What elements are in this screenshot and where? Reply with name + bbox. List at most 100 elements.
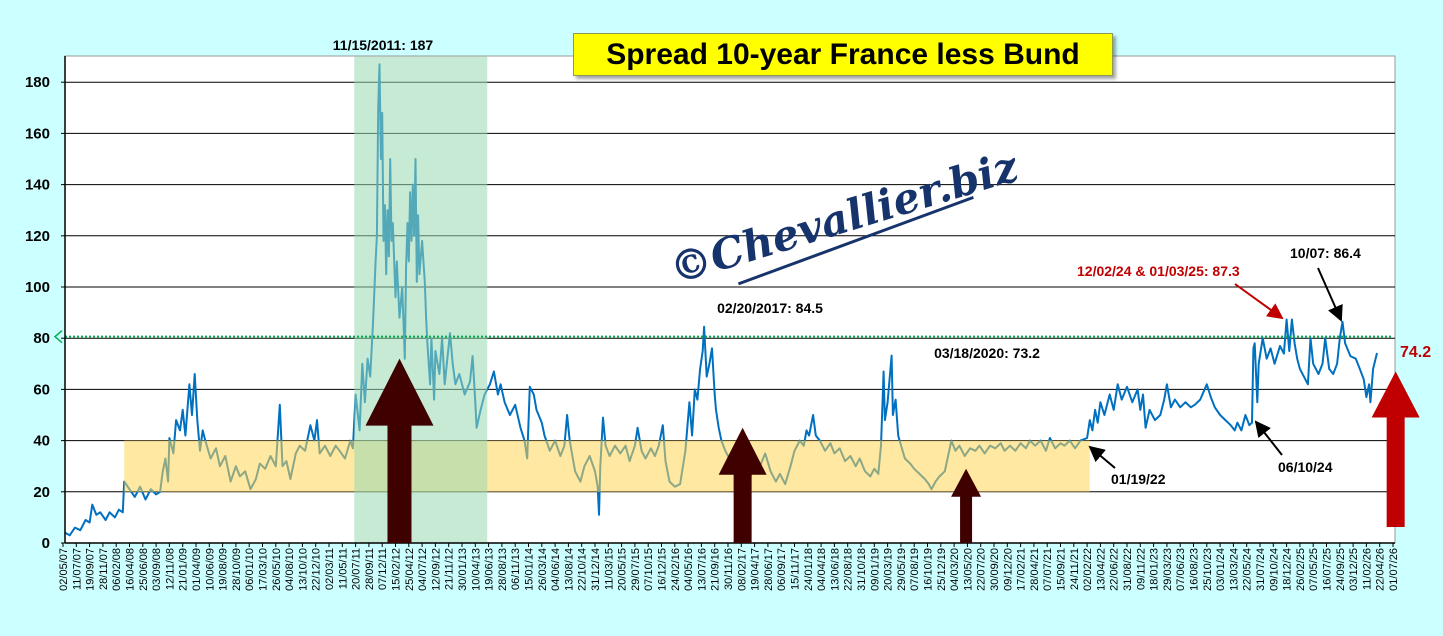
annotation-label: 12/02/24 & 01/03/25: 87.3 [1077,263,1240,279]
x-tick-label: 04/03/20 [949,548,961,591]
x-tick-label: 13/10/10 [297,548,309,591]
x-tick-label: 07/10/15 [643,548,655,591]
x-tick-label: 24/01/18 [803,548,815,591]
x-tick-label: 11/05/11 [337,548,349,589]
x-tick-label: 29/03/23 [1162,548,1174,591]
x-tick-label: 20/07/11 [351,548,363,590]
pointer-arrow-icon [1088,445,1116,469]
x-tick-label: 09/11/22 [1135,548,1147,590]
x-tick-label: 11/07/07 [71,548,83,590]
x-tick-label: 18/01/23 [1149,548,1161,591]
x-tick-label: 22/04/26 [1375,548,1387,591]
x-tick-label: 07/05/25 [1308,548,1320,591]
x-tick-label: 29/07/15 [630,548,642,591]
x-tick-label: 04/04/18 [816,548,828,591]
x-tick-label: 15/02/12 [391,548,403,591]
annotation-label: 10/07: 86.4 [1290,245,1361,261]
x-tick-label: 31/08/22 [1122,548,1134,591]
x-tick-label: 22/12/10 [311,548,323,591]
x-tick-label: 30/11/16 [723,548,735,590]
y-tick-label: 40 [33,433,50,450]
x-tick-label: 16/08/23 [1189,548,1201,591]
x-tick-label: 10/04/13 [470,548,482,591]
y-tick-label: 20 [33,484,50,501]
y-tick-label: 80 [33,330,50,347]
up-arrow-icon [365,358,434,543]
x-tick-label: 04/05/16 [683,548,695,591]
x-tick-label: 09/01/19 [869,548,881,591]
x-tick-label: 02/05/07 [58,548,70,591]
x-tick-label: 19/06/13 [484,548,496,591]
x-tick-label: 11/02/26 [1361,548,1373,590]
x-tick-label: 09/12/20 [1002,548,1014,591]
x-tick-label: 20/03/19 [883,548,895,591]
x-tick-label: 12/09/12 [430,548,442,591]
x-tick-label: 22/08/18 [843,548,855,591]
x-tick-label: 30/09/20 [989,548,1001,591]
x-tick-label: 20/05/15 [617,548,629,591]
x-tick-label: 28/08/13 [497,548,509,591]
x-tick-label: 24/02/16 [670,548,682,591]
x-tick-label: 10/06/09 [204,548,216,591]
x-tick-label: 25/10/23 [1202,548,1214,591]
y-tick-label: 120 [25,228,50,245]
pointer-arrow-icon [1317,267,1343,322]
x-tick-label: 30/01/13 [457,548,469,591]
x-tick-label: 31/10/18 [856,548,868,591]
x-tick-label: 26/03/14 [537,548,549,591]
x-tick-label: 03/01/24 [1215,548,1227,591]
x-tick-label: 13/04/22 [1095,548,1107,591]
y-tick-label: 60 [33,381,50,398]
x-tick-label: 28/09/11 [364,548,376,590]
x-tick-label: 21/09/16 [710,548,722,591]
x-tick-label: 03/12/25 [1348,548,1360,591]
x-tick-label: 15/09/21 [1056,548,1068,591]
x-tick-label: 12/11/08 [164,548,176,590]
x-tick-label: 04/06/14 [550,548,562,591]
x-tick-label: 06/11/13 [510,548,522,590]
reference-marker-icon [53,330,63,344]
band-crisis-2011-2013 [354,56,488,543]
x-tick-label: 26/05/10 [271,548,283,591]
x-tick-label: 29/05/19 [896,548,908,591]
annotation-label: 01/19/22 [1111,471,1166,487]
x-tick-label: 22/06/22 [1109,548,1121,591]
x-tick-label: 17/03/10 [258,548,270,591]
x-tick-label: 01/04/09 [191,548,203,591]
x-tick-label: 07/06/23 [1175,548,1187,591]
x-tick-label: 22/07/20 [976,548,988,591]
x-tick-label: 24/09/25 [1335,548,1347,591]
pointer-arrow-icon [1254,420,1283,456]
x-tick-label: 04/08/10 [284,548,296,591]
x-tick-label: 13/08/14 [563,548,575,591]
x-tick-label: 26/02/25 [1295,548,1307,591]
x-tick-label: 04/07/12 [417,548,429,591]
x-tick-label: 09/10/24 [1268,548,1280,591]
up-arrow-icon [718,427,767,543]
x-tick-label: 22/10/14 [577,548,589,591]
x-tick-label: 15/01/14 [524,548,536,591]
watermark-underline [737,195,974,286]
band-range-20-40 [124,440,1090,492]
x-tick-label: 28/11/07 [98,548,110,590]
x-tick-label: 02/03/11 [324,548,336,590]
x-tick-label: 16/12/15 [657,548,669,591]
up-arrow-icon [951,468,982,543]
up-arrow-icon [1371,371,1420,527]
x-tick-label: 19/08/09 [218,548,230,591]
x-tick-label: 15/11/17 [790,548,802,590]
x-tick-label: 07/12/11 [377,548,389,590]
y-tick-label: 160 [25,125,50,142]
x-tick-label: 16/10/19 [923,548,935,591]
x-tick-label: 25/12/19 [936,548,948,591]
x-tick-label: 11/03/15 [603,548,615,590]
x-tick-label: 08/02/17 [736,548,748,591]
x-tick-label: 16/07/25 [1322,548,1334,591]
x-tick-label: 21/11/12 [444,548,456,590]
pointer-arrow-icon [1234,283,1284,320]
annotation-label: 02/20/2017: 84.5 [717,300,823,316]
x-tick-label: 24/11/21 [1069,548,1081,590]
x-tick-label: 17/02/21 [1016,548,1028,591]
x-tick-label: 07/07/21 [1042,548,1054,591]
